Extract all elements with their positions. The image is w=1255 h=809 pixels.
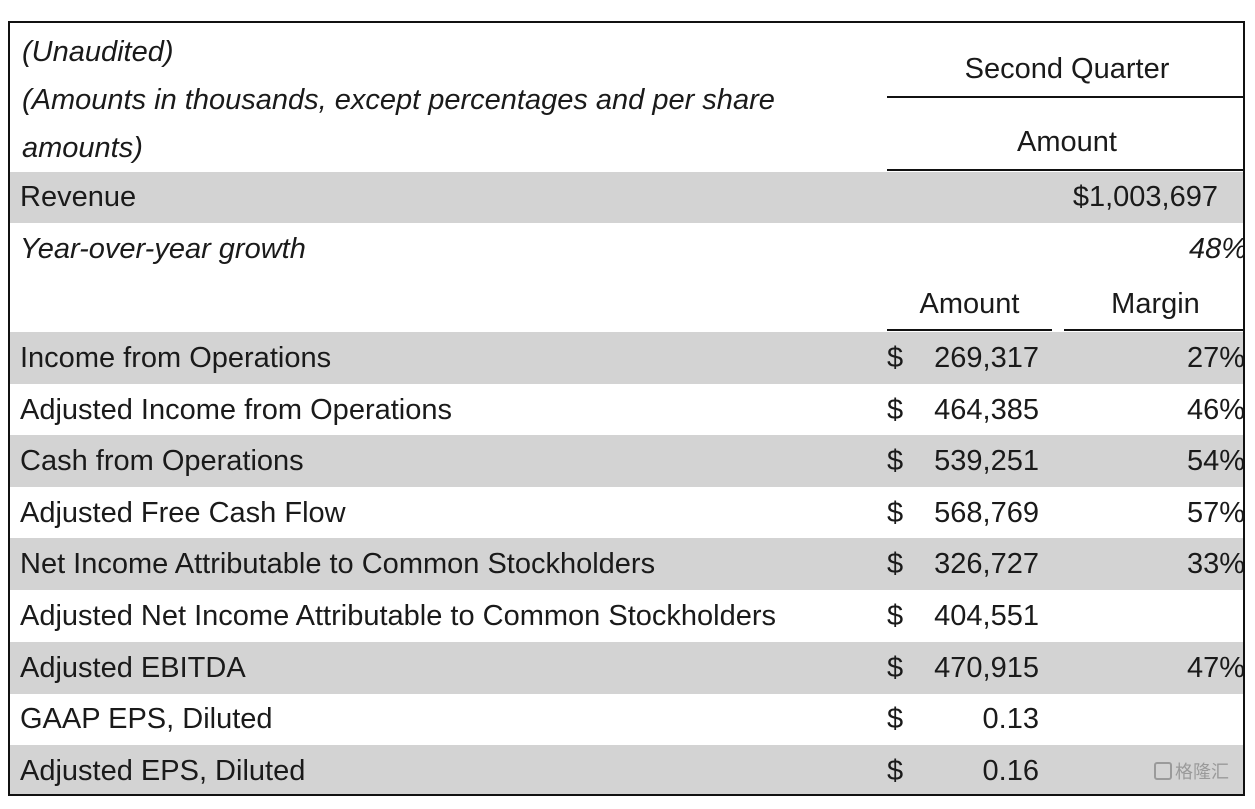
row-margin: 33% xyxy=(1186,548,1245,581)
row-currency: $ xyxy=(887,393,904,426)
row-margin: 46% xyxy=(1186,393,1245,426)
row-currency: $ xyxy=(887,445,904,478)
period-header: Second Quarter xyxy=(964,53,1170,85)
table-row: Cash from Operations $539,251 54% xyxy=(10,435,1245,488)
growth-value: 48% xyxy=(1188,233,1245,265)
table-row: Income from Operations $269,317 27% xyxy=(10,332,1245,384)
row-label: Adjusted Free Cash Flow xyxy=(20,496,346,529)
subheader-margin-rule xyxy=(1064,329,1243,331)
row-currency: $ xyxy=(887,651,904,684)
row-label: Net Income Attributable to Common Stockh… xyxy=(20,548,656,581)
row-amount: 568,769 xyxy=(934,496,1039,529)
financial-table: (Unaudited) (Amounts in thousands, excep… xyxy=(8,21,1245,796)
row-margin: 47% xyxy=(1186,651,1245,684)
table-row: Adjusted EBITDA $470,915 47% xyxy=(10,641,1245,694)
amount-header: Amount xyxy=(1017,126,1117,158)
row-currency: $ xyxy=(887,754,904,787)
watermark-text: 格隆汇 xyxy=(1175,762,1229,783)
table-row: Adjusted EPS, Diluted $0.16 xyxy=(10,744,1243,794)
row-amount: 470,915 xyxy=(934,651,1039,684)
subheader-margin: Margin xyxy=(1111,288,1200,320)
growth-label: Year-over-year growth xyxy=(20,233,306,265)
amounts-note-cont: amounts) xyxy=(22,132,143,164)
unaudited-note: (Unaudited) xyxy=(22,36,174,68)
row-margin: 27% xyxy=(1186,342,1245,374)
row-currency: $ xyxy=(887,703,904,736)
row-currency: $ xyxy=(887,548,904,581)
row-currency: $ xyxy=(887,600,904,632)
table-row: Adjusted Free Cash Flow $568,769 57% xyxy=(10,487,1245,539)
row-label: Adjusted Income from Operations xyxy=(20,393,452,426)
amount-rule xyxy=(887,169,1243,171)
row-label: Adjusted Net Income Attributable to Comm… xyxy=(20,600,776,632)
period-rule xyxy=(887,96,1243,98)
watermark-logo-icon xyxy=(1154,762,1172,780)
row-label: Cash from Operations xyxy=(20,445,304,478)
row-amount: 326,727 xyxy=(934,548,1039,581)
subheader-amount: Amount xyxy=(919,288,1020,320)
row-margin: 54% xyxy=(1186,445,1245,478)
row-label: GAAP EPS, Diluted xyxy=(20,703,273,736)
row-currency: $ xyxy=(887,496,904,529)
row-amount: 0.13 xyxy=(982,703,1039,736)
row-currency: $ xyxy=(887,342,904,374)
table-row: Adjusted Income from Operations $464,385 4… xyxy=(10,384,1245,436)
revenue-value: $1,003,697 xyxy=(1072,181,1218,213)
table-row: Adjusted Net Income Attributable to Comm… xyxy=(10,590,1243,642)
row-amount: 404,551 xyxy=(934,600,1039,632)
row-amount: 464,385 xyxy=(934,393,1039,426)
subheader-amount-rule xyxy=(887,329,1052,331)
row-amount: 0.16 xyxy=(982,754,1039,787)
table-row: Net Income Attributable to Common Stockh… xyxy=(10,538,1245,591)
revenue-row: Revenue $1,003,697 xyxy=(10,172,1243,223)
row-amount: 269,317 xyxy=(934,342,1039,374)
growth-row: Year-over-year growth 48% xyxy=(10,223,1245,275)
row-label: Adjusted EBITDA xyxy=(20,651,246,684)
row-label: Income from Operations xyxy=(20,342,332,374)
amounts-note: (Amounts in thousands, except percentage… xyxy=(22,84,775,116)
row-label: Adjusted EPS, Diluted xyxy=(20,754,306,787)
revenue-label: Revenue xyxy=(20,181,137,213)
row-margin: 57% xyxy=(1186,496,1245,529)
watermark: 格隆汇 xyxy=(1154,758,1229,784)
row-amount: 539,251 xyxy=(934,445,1039,478)
table-row: GAAP EPS, Diluted $0.13 xyxy=(10,693,1243,745)
